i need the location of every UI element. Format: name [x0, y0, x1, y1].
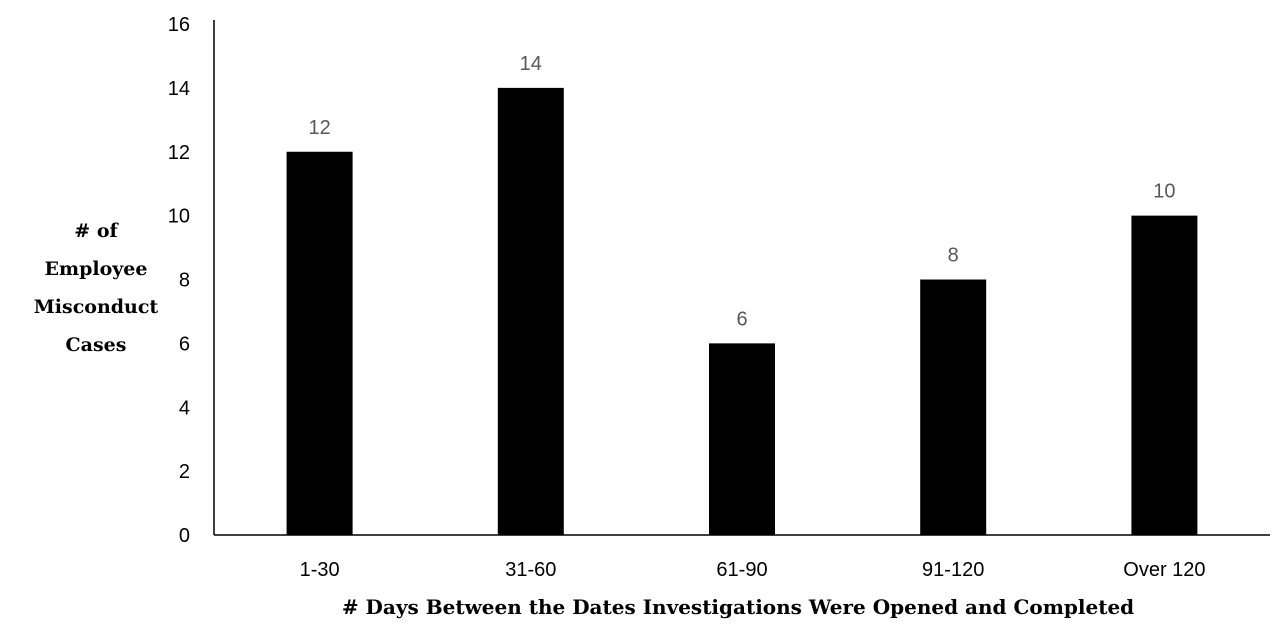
y-tick-label: 0 [179, 525, 190, 547]
bar-over-120 [1131, 215, 1198, 535]
y-tick-label: 16 [168, 14, 190, 36]
data-label: 10 [1153, 181, 1175, 203]
data-labels: 12 14 6 8 10 [308, 53, 1175, 331]
y-axis-title-line: Cases [66, 334, 127, 356]
y-tick-label: 4 [179, 397, 190, 419]
bars-layer [286, 87, 1198, 535]
x-tick-label: 91-120 [922, 559, 984, 581]
x-tick-label: Over 120 [1123, 559, 1205, 581]
y-axis-title-line: Misconduct [34, 296, 159, 318]
x-tick-label: 61-90 [716, 559, 767, 581]
x-tick-labels: 1-30 31-60 61-90 91-120 Over 120 [300, 559, 1206, 581]
y-axis-title-line: Employee [45, 258, 148, 280]
y-tick-labels: 0 2 4 6 8 10 12 14 16 [168, 14, 190, 547]
data-label: 8 [948, 245, 959, 267]
bar-31-60 [497, 87, 564, 535]
y-axis-title-line: # of [74, 220, 119, 242]
y-tick-label: 10 [168, 206, 190, 228]
bar-91-120 [920, 279, 987, 535]
bar-61-90 [709, 343, 775, 535]
y-tick-label: 2 [179, 461, 190, 483]
x-tick-label: 31-60 [505, 559, 556, 581]
x-tick-label: 1-30 [300, 559, 340, 581]
data-label: 12 [308, 117, 330, 139]
y-tick-label: 12 [168, 142, 190, 164]
axes-layer [213, 20, 1270, 536]
data-label: 6 [736, 308, 747, 330]
data-label: 14 [520, 53, 542, 75]
x-axis-title: # Days Between the Dates Investigations … [342, 595, 1134, 619]
y-axis-title: # of Employee Misconduct Cases [34, 220, 159, 356]
bar-1-30 [286, 151, 353, 535]
y-tick-label: 8 [179, 270, 190, 292]
y-tick-label: 6 [179, 333, 190, 355]
y-tick-label: 14 [168, 78, 190, 100]
